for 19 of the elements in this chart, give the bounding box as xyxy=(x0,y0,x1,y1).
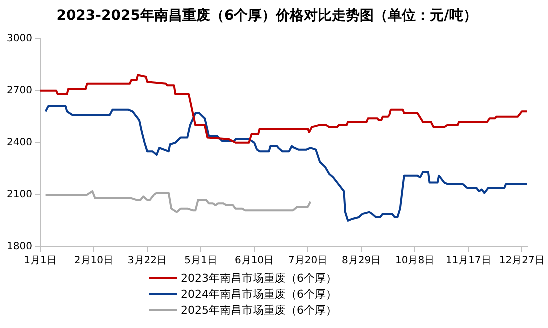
legend-label: 2023年南昌市场重废（6个厚） xyxy=(181,270,337,286)
x-tick-label: 10月8日 xyxy=(396,256,435,267)
y-tick-label: 3000 xyxy=(6,33,32,44)
x-tick-label: 2月10日 xyxy=(74,256,114,267)
y-tick-label: 2700 xyxy=(6,85,32,96)
y-tick-label: 1800 xyxy=(6,242,32,253)
x-tick-label: 8月29日 xyxy=(342,256,382,267)
chart-title: 2023-2025年南昌重废（6个厚）价格对比走势图（单位：元/吨） xyxy=(56,7,478,24)
y-tick-label: 2400 xyxy=(6,137,32,148)
x-tick-label: 7月20日 xyxy=(288,256,328,267)
x-tick-label: 5月1日 xyxy=(184,256,218,267)
y-tick-label: 2100 xyxy=(6,190,32,201)
x-tick-label: 3月22日 xyxy=(128,256,168,267)
x-tick-label: 6月10日 xyxy=(234,256,274,267)
x-tick-label: 11月17日 xyxy=(446,256,492,267)
legend-label: 2024年南昌市场重废（6个厚） xyxy=(181,286,337,302)
x-tick-label: 1月1日 xyxy=(24,256,57,267)
legend-label: 2025年南昌市场重废（6个厚） xyxy=(181,302,337,318)
x-tick-label: 12月27日 xyxy=(499,256,545,267)
